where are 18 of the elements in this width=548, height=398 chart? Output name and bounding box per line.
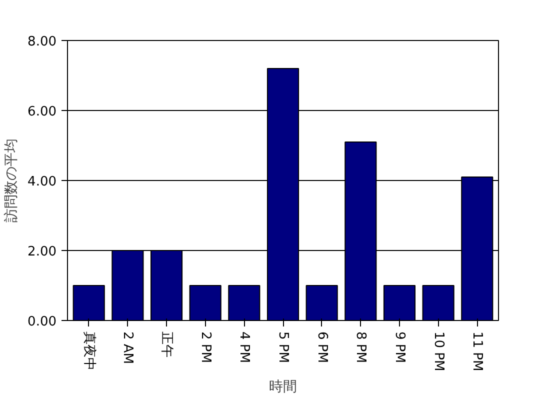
x-tick-label: 9 PM — [392, 332, 407, 363]
x-tick-label: 10 PM — [430, 332, 446, 372]
y-tick-label: 4.00 — [28, 174, 57, 190]
x-tick-label: 5 PM — [276, 332, 290, 363]
x-tick-label: 4 PM — [236, 332, 252, 363]
x-tick-label: 8 PM — [353, 332, 368, 363]
y-tick-label: 6.00 — [28, 104, 57, 120]
y-tick-label: 8.00 — [28, 34, 57, 50]
x-tick-label: 2 PM — [198, 332, 213, 363]
x-tick-label: 6 PM — [314, 332, 330, 363]
y-tick-label: 2.00 — [28, 244, 57, 260]
y-axis-title: 訪問数の平均 — [4, 138, 20, 222]
x-tick-label: 2 AM — [120, 332, 136, 364]
x-tick-label: 正午 — [159, 332, 174, 358]
y-tick-label: 0.00 — [28, 314, 57, 330]
x-axis-title: 時間 — [269, 379, 297, 396]
x-tick-label: 11 PM — [470, 332, 485, 372]
x-tick-label: 真夜中 — [81, 332, 98, 370]
